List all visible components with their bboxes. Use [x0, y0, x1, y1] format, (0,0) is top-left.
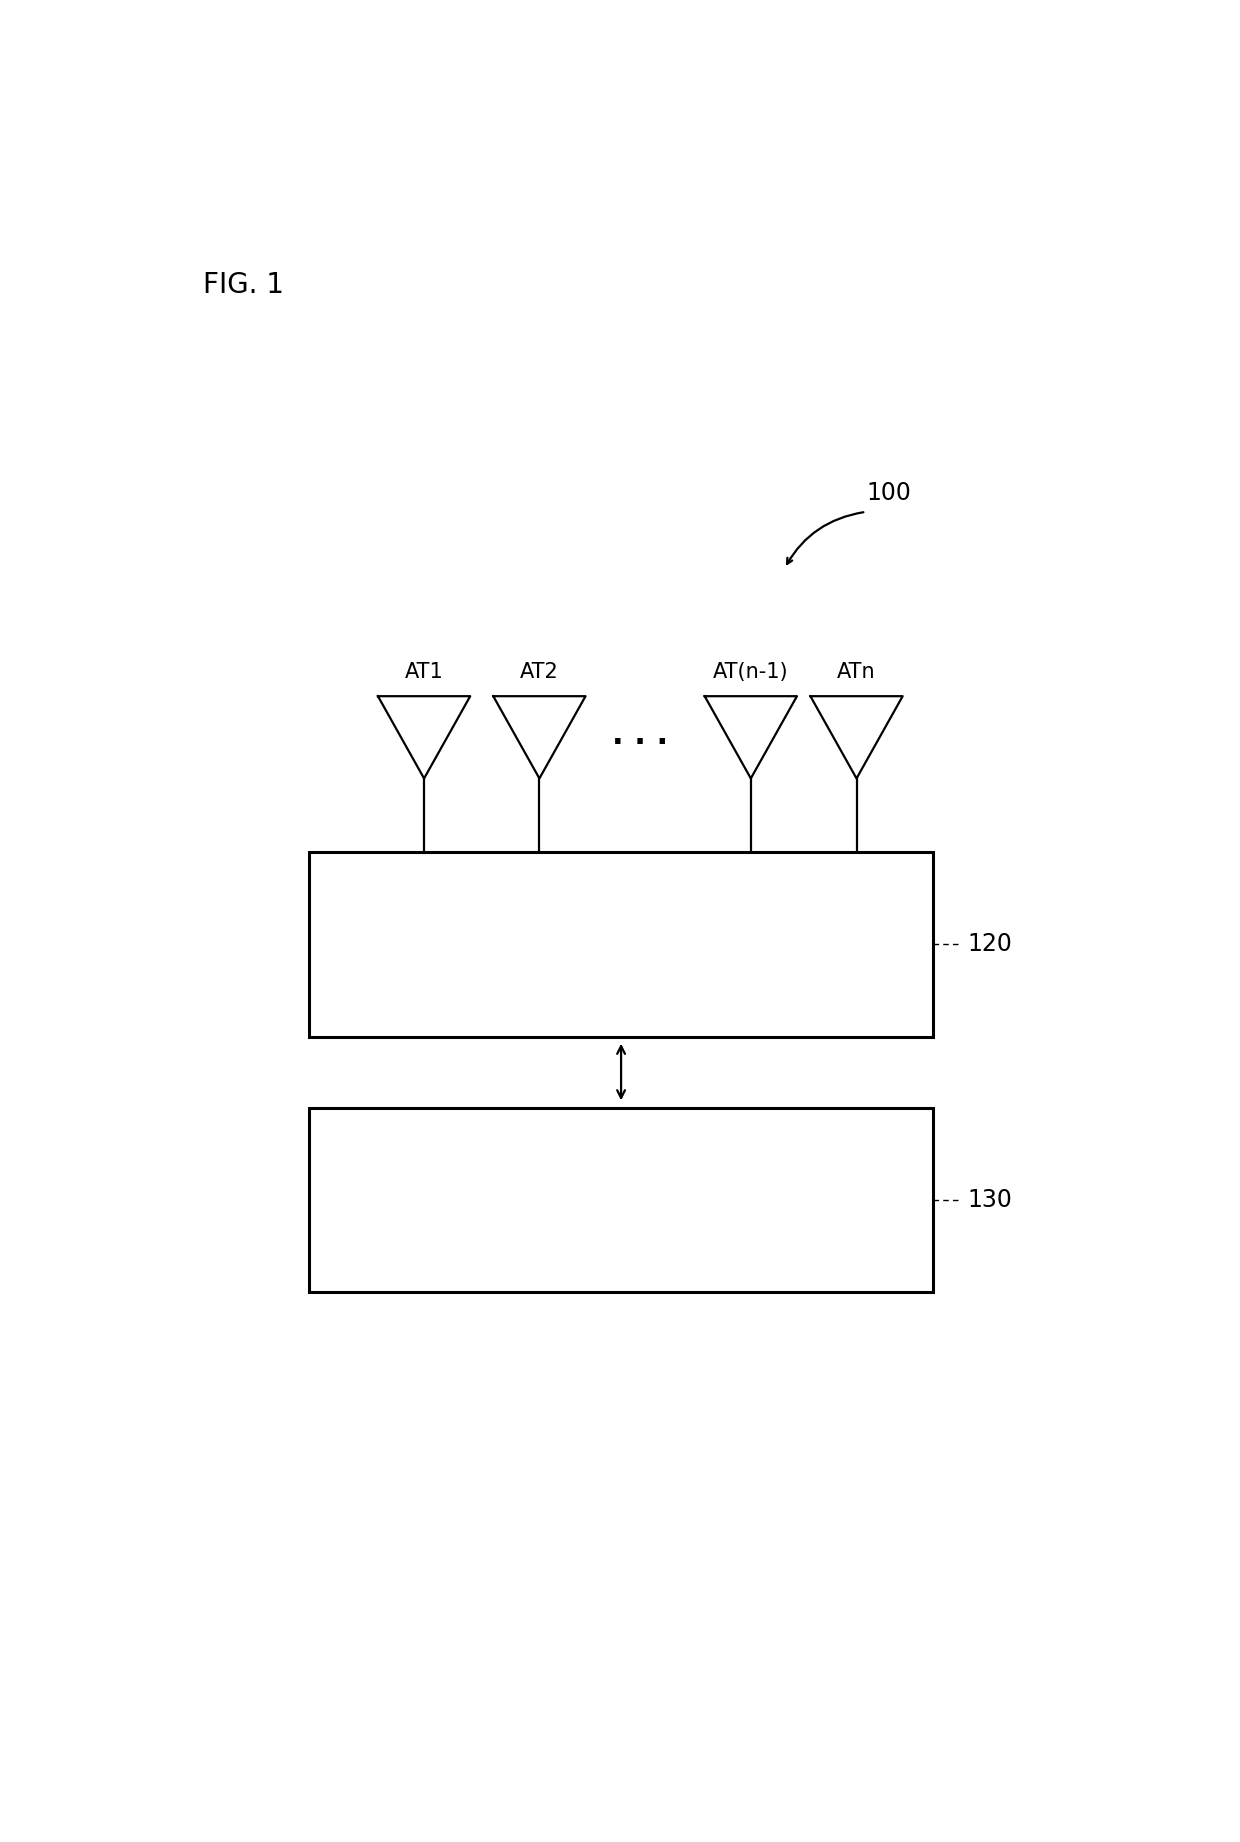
- Bar: [309, 1107, 934, 1291]
- Text: 100: 100: [866, 481, 911, 505]
- Text: . . .: . . .: [613, 722, 668, 750]
- Text: AT2: AT2: [520, 661, 559, 682]
- Bar: [309, 853, 934, 1037]
- Text: 130: 130: [967, 1188, 1012, 1212]
- Text: AT(n-1): AT(n-1): [713, 661, 789, 682]
- Text: AT1: AT1: [404, 661, 444, 682]
- Text: FIG. 1: FIG. 1: [203, 271, 284, 298]
- Text: ATn: ATn: [837, 661, 875, 682]
- Text: 120: 120: [967, 932, 1012, 956]
